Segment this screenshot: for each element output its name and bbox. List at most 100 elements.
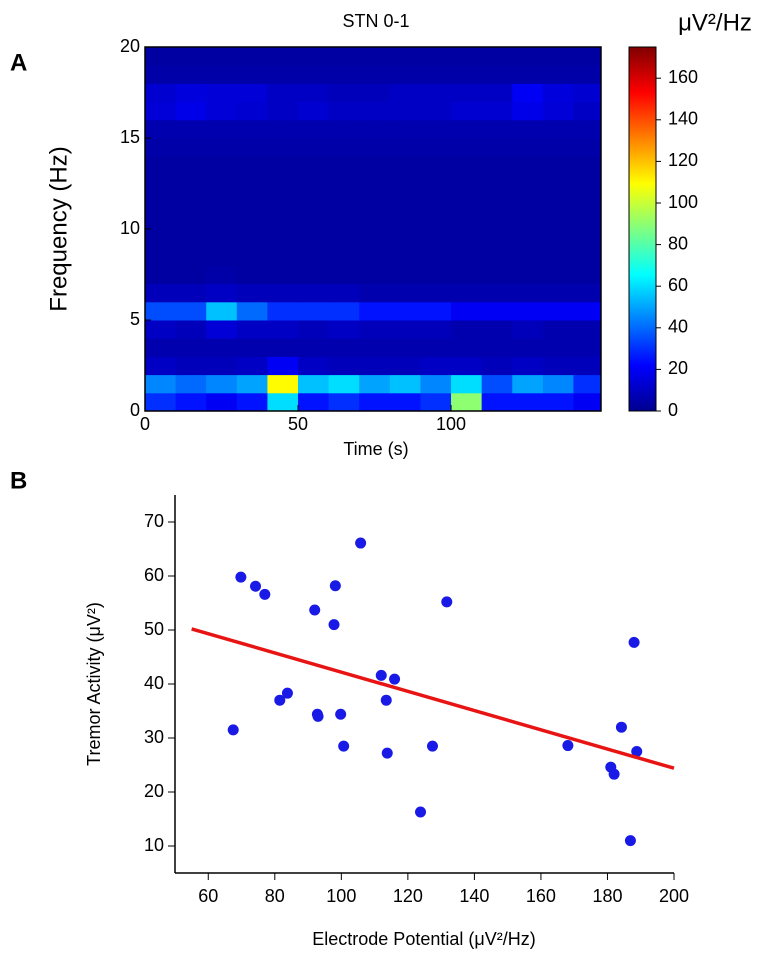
y-axis-label: Frequency (Hz) — [45, 146, 72, 311]
heat-cell — [512, 174, 544, 194]
colorbar-tick-label: 20 — [668, 358, 688, 378]
heat-cell — [267, 156, 299, 175]
heat-cell — [328, 392, 360, 411]
heat-cell — [512, 83, 544, 103]
heat-cell — [389, 119, 421, 139]
heat-cell — [236, 138, 268, 157]
heat-cell — [175, 392, 207, 411]
heat-cell — [359, 374, 391, 394]
heat-cell — [145, 138, 177, 157]
heat-cell — [206, 138, 238, 157]
heat-cell — [206, 47, 238, 66]
y-tick-label: 15 — [120, 127, 140, 147]
heat-cell — [481, 356, 513, 376]
scatter-point — [628, 636, 640, 648]
heat-cell — [451, 192, 483, 212]
heat-cell — [420, 392, 452, 411]
heat-cell — [451, 301, 483, 321]
heat-cell — [573, 174, 601, 194]
heat-cell — [267, 83, 299, 103]
heat-cell — [420, 338, 452, 357]
heat-cell — [175, 229, 207, 248]
heat-cell — [420, 101, 452, 121]
y-tick-label: 20 — [120, 36, 140, 56]
fit-line — [191, 627, 675, 770]
heat-cell — [481, 283, 513, 303]
heat-cell — [389, 392, 421, 411]
heat-cell — [512, 156, 544, 175]
heat-cell — [512, 119, 544, 139]
heat-cell — [542, 83, 574, 103]
heat-cell — [206, 65, 238, 84]
heat-cell — [451, 174, 483, 194]
heat-cell — [451, 138, 483, 157]
colorbar-tick-label: 80 — [668, 233, 688, 253]
heat-cell — [389, 47, 421, 66]
heat-cell — [206, 229, 238, 248]
y-tick-label: 50 — [144, 619, 164, 639]
heat-cell — [420, 156, 452, 175]
scatter-point — [624, 835, 636, 847]
heat-cell — [573, 283, 601, 303]
heat-cell — [145, 119, 177, 139]
heat-cell — [512, 374, 544, 394]
heat-cell — [359, 247, 391, 266]
scatter-point — [338, 740, 350, 752]
heat-cell — [298, 283, 330, 303]
heat-cell — [481, 247, 513, 266]
x-axis-label: Electrode Potential (μV²/Hz) — [312, 929, 535, 949]
heat-cell — [512, 229, 544, 248]
heat-cell — [206, 83, 238, 103]
heat-cell — [298, 229, 330, 248]
heat-cell — [420, 265, 452, 285]
heat-cell — [420, 83, 452, 103]
heat-cell — [328, 210, 360, 230]
heat-cell — [267, 392, 299, 411]
scatter-point — [259, 588, 271, 600]
heat-cell — [359, 338, 391, 357]
heat-cell — [267, 338, 299, 357]
heat-cell — [145, 247, 177, 266]
colorbar-tick-label: 120 — [668, 150, 698, 170]
heat-cell — [175, 283, 207, 303]
heat-cell — [206, 338, 238, 357]
heat-cell — [328, 138, 360, 157]
heat-cell — [542, 65, 574, 84]
heat-cell — [206, 301, 238, 321]
heat-cell — [451, 392, 483, 411]
heat-cell — [512, 392, 544, 411]
heat-cell — [298, 65, 330, 84]
heat-cell — [267, 229, 299, 248]
heat-cell — [328, 156, 360, 175]
heat-cell — [573, 247, 601, 266]
colorbar-tick-label: 100 — [668, 192, 698, 212]
heat-cell — [267, 174, 299, 194]
x-tick-label: 60 — [198, 886, 218, 906]
heat-cell — [145, 101, 177, 121]
heat-cell — [420, 138, 452, 157]
x-tick-label: 140 — [459, 886, 489, 906]
heat-cell — [175, 138, 207, 157]
heat-cell — [389, 229, 421, 248]
heat-cell — [298, 156, 330, 175]
heat-cell — [451, 47, 483, 66]
heat-cell — [481, 174, 513, 194]
heat-cell — [542, 392, 574, 411]
heat-cell — [267, 265, 299, 285]
scatter-point — [312, 710, 324, 722]
heat-cell — [267, 374, 299, 394]
scatter-point — [274, 694, 286, 706]
scatter-point — [328, 619, 340, 631]
heat-cell — [298, 119, 330, 139]
heat-cell — [542, 283, 574, 303]
heat-cell — [175, 210, 207, 230]
heat-cell — [420, 283, 452, 303]
heat-cell — [512, 338, 544, 357]
heat-cell — [542, 119, 574, 139]
heat-cell — [298, 374, 330, 394]
heat-cell — [236, 229, 268, 248]
heat-cell — [451, 101, 483, 121]
heat-cell — [236, 101, 268, 121]
heat-cell — [145, 65, 177, 84]
y-tick-label: 30 — [144, 727, 164, 747]
